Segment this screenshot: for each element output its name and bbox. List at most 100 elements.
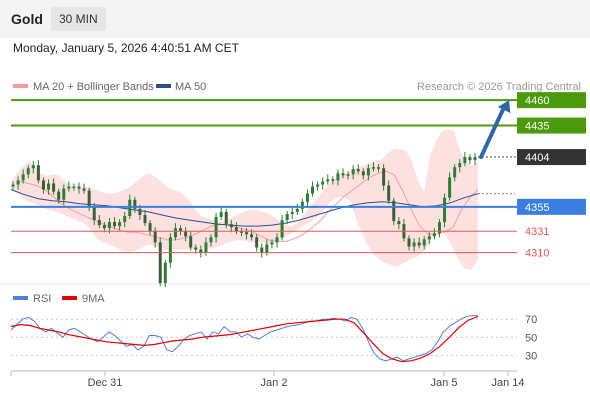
candle-body <box>57 191 61 200</box>
candle-body <box>341 173 345 176</box>
candle-body <box>219 211 223 218</box>
rsi-line <box>10 315 478 362</box>
candle-body <box>326 179 330 182</box>
rsi-legend-swatch <box>13 296 28 300</box>
x-tick-label: Jan 14 <box>491 377 524 389</box>
candle-body <box>209 237 213 243</box>
candle-body <box>427 236 431 240</box>
candle-body <box>21 174 25 181</box>
rsi-ma-legend-label: 9MA <box>82 293 105 305</box>
candle-body <box>366 168 370 176</box>
candle-body <box>128 199 132 216</box>
rsi-ma-legend-swatch <box>62 296 77 300</box>
candle-body <box>143 214 147 224</box>
candle-body <box>92 206 96 221</box>
candle-body <box>275 237 279 243</box>
candle-body <box>270 242 274 245</box>
timeframe-button[interactable]: 30 MIN <box>51 7 106 31</box>
forecast-arrow-head <box>497 100 511 114</box>
candle-body <box>16 180 20 185</box>
candle-body <box>387 185 391 201</box>
candle-body <box>148 223 152 232</box>
candle-body <box>432 233 436 237</box>
candle-body <box>133 199 137 209</box>
candle-body <box>72 186 76 189</box>
candle-body <box>377 167 381 169</box>
candle-body <box>305 193 309 202</box>
candle-body <box>443 197 447 223</box>
candle-body <box>239 231 243 233</box>
resistance-label-4460: 4460 <box>525 95 549 107</box>
candle-body <box>321 181 325 185</box>
ma50-legend-label: MA 50 <box>175 81 206 93</box>
candle-body <box>422 239 426 246</box>
resistance-label-4435: 4435 <box>525 121 549 133</box>
resistance-label-box-4435 <box>517 117 586 134</box>
instrument-title: Gold <box>11 11 43 27</box>
candle-body <box>331 179 335 181</box>
candle-body <box>153 231 157 243</box>
candle-body <box>463 157 467 164</box>
rsi-tick-30: 30 <box>525 350 537 362</box>
candle-body <box>300 201 304 209</box>
rsi-pane: 70 50 30 <box>10 314 537 363</box>
candle-body <box>316 184 320 187</box>
candle-body <box>31 165 35 169</box>
candle-body <box>453 167 457 178</box>
x-tick-label: Jan 5 <box>431 377 458 389</box>
candle-body <box>189 236 193 248</box>
candle-body <box>41 180 45 190</box>
candle-body <box>97 220 101 226</box>
candle-body <box>52 183 56 192</box>
candle-body <box>397 221 401 225</box>
candle-body <box>448 177 452 198</box>
candle-body <box>163 262 167 284</box>
candle-body <box>82 188 86 191</box>
candle-body <box>285 213 289 221</box>
candle-body <box>62 188 66 200</box>
candle-body <box>361 171 365 176</box>
candle-body <box>113 222 117 227</box>
candle-body <box>36 165 40 181</box>
candle-body <box>199 249 203 253</box>
candle-body <box>229 224 233 228</box>
candle-body <box>26 168 30 175</box>
x-axis-ticks: Dec 31 Jan 2 Jan 5 Jan 14 <box>10 371 525 389</box>
candle-body <box>11 184 15 187</box>
x-tick-label: Jan 2 <box>261 377 288 389</box>
candle-body <box>168 237 172 263</box>
candle-body <box>280 220 284 238</box>
candle-body <box>250 234 254 238</box>
candle-body <box>184 231 188 237</box>
candle-body <box>77 186 81 189</box>
candle-body <box>351 169 355 175</box>
bollinger-legend-swatch <box>13 84 28 88</box>
candle-body <box>138 208 142 215</box>
rsi-ma-line <box>10 315 479 363</box>
candle-body <box>67 186 71 189</box>
candle-body <box>194 247 198 250</box>
candle-body <box>107 222 111 229</box>
candle-body <box>468 157 472 161</box>
candle-body <box>417 242 421 246</box>
candle-body <box>255 237 259 248</box>
ma20-line <box>19 170 479 242</box>
candle-body <box>265 244 269 253</box>
candle-body <box>234 227 238 232</box>
candle-body <box>356 169 360 172</box>
candle-body <box>102 225 106 229</box>
minor-support-label-4310: 4310 <box>525 248 549 260</box>
chart-header: Gold 30 MIN <box>0 0 590 38</box>
rsi-tick-50: 50 <box>525 332 537 344</box>
candle-body <box>473 157 477 161</box>
candle-body <box>173 228 177 238</box>
candle-body <box>382 168 386 186</box>
candle-body <box>47 183 51 190</box>
current-price-label: 4404 <box>525 152 549 164</box>
timestamp: Monday, January 5, 2026 4:40:51 AM CET <box>13 41 239 55</box>
candle-body <box>311 186 315 194</box>
candle-body <box>214 217 218 238</box>
candle-body <box>204 242 208 253</box>
bollinger-band-area <box>11 129 478 270</box>
